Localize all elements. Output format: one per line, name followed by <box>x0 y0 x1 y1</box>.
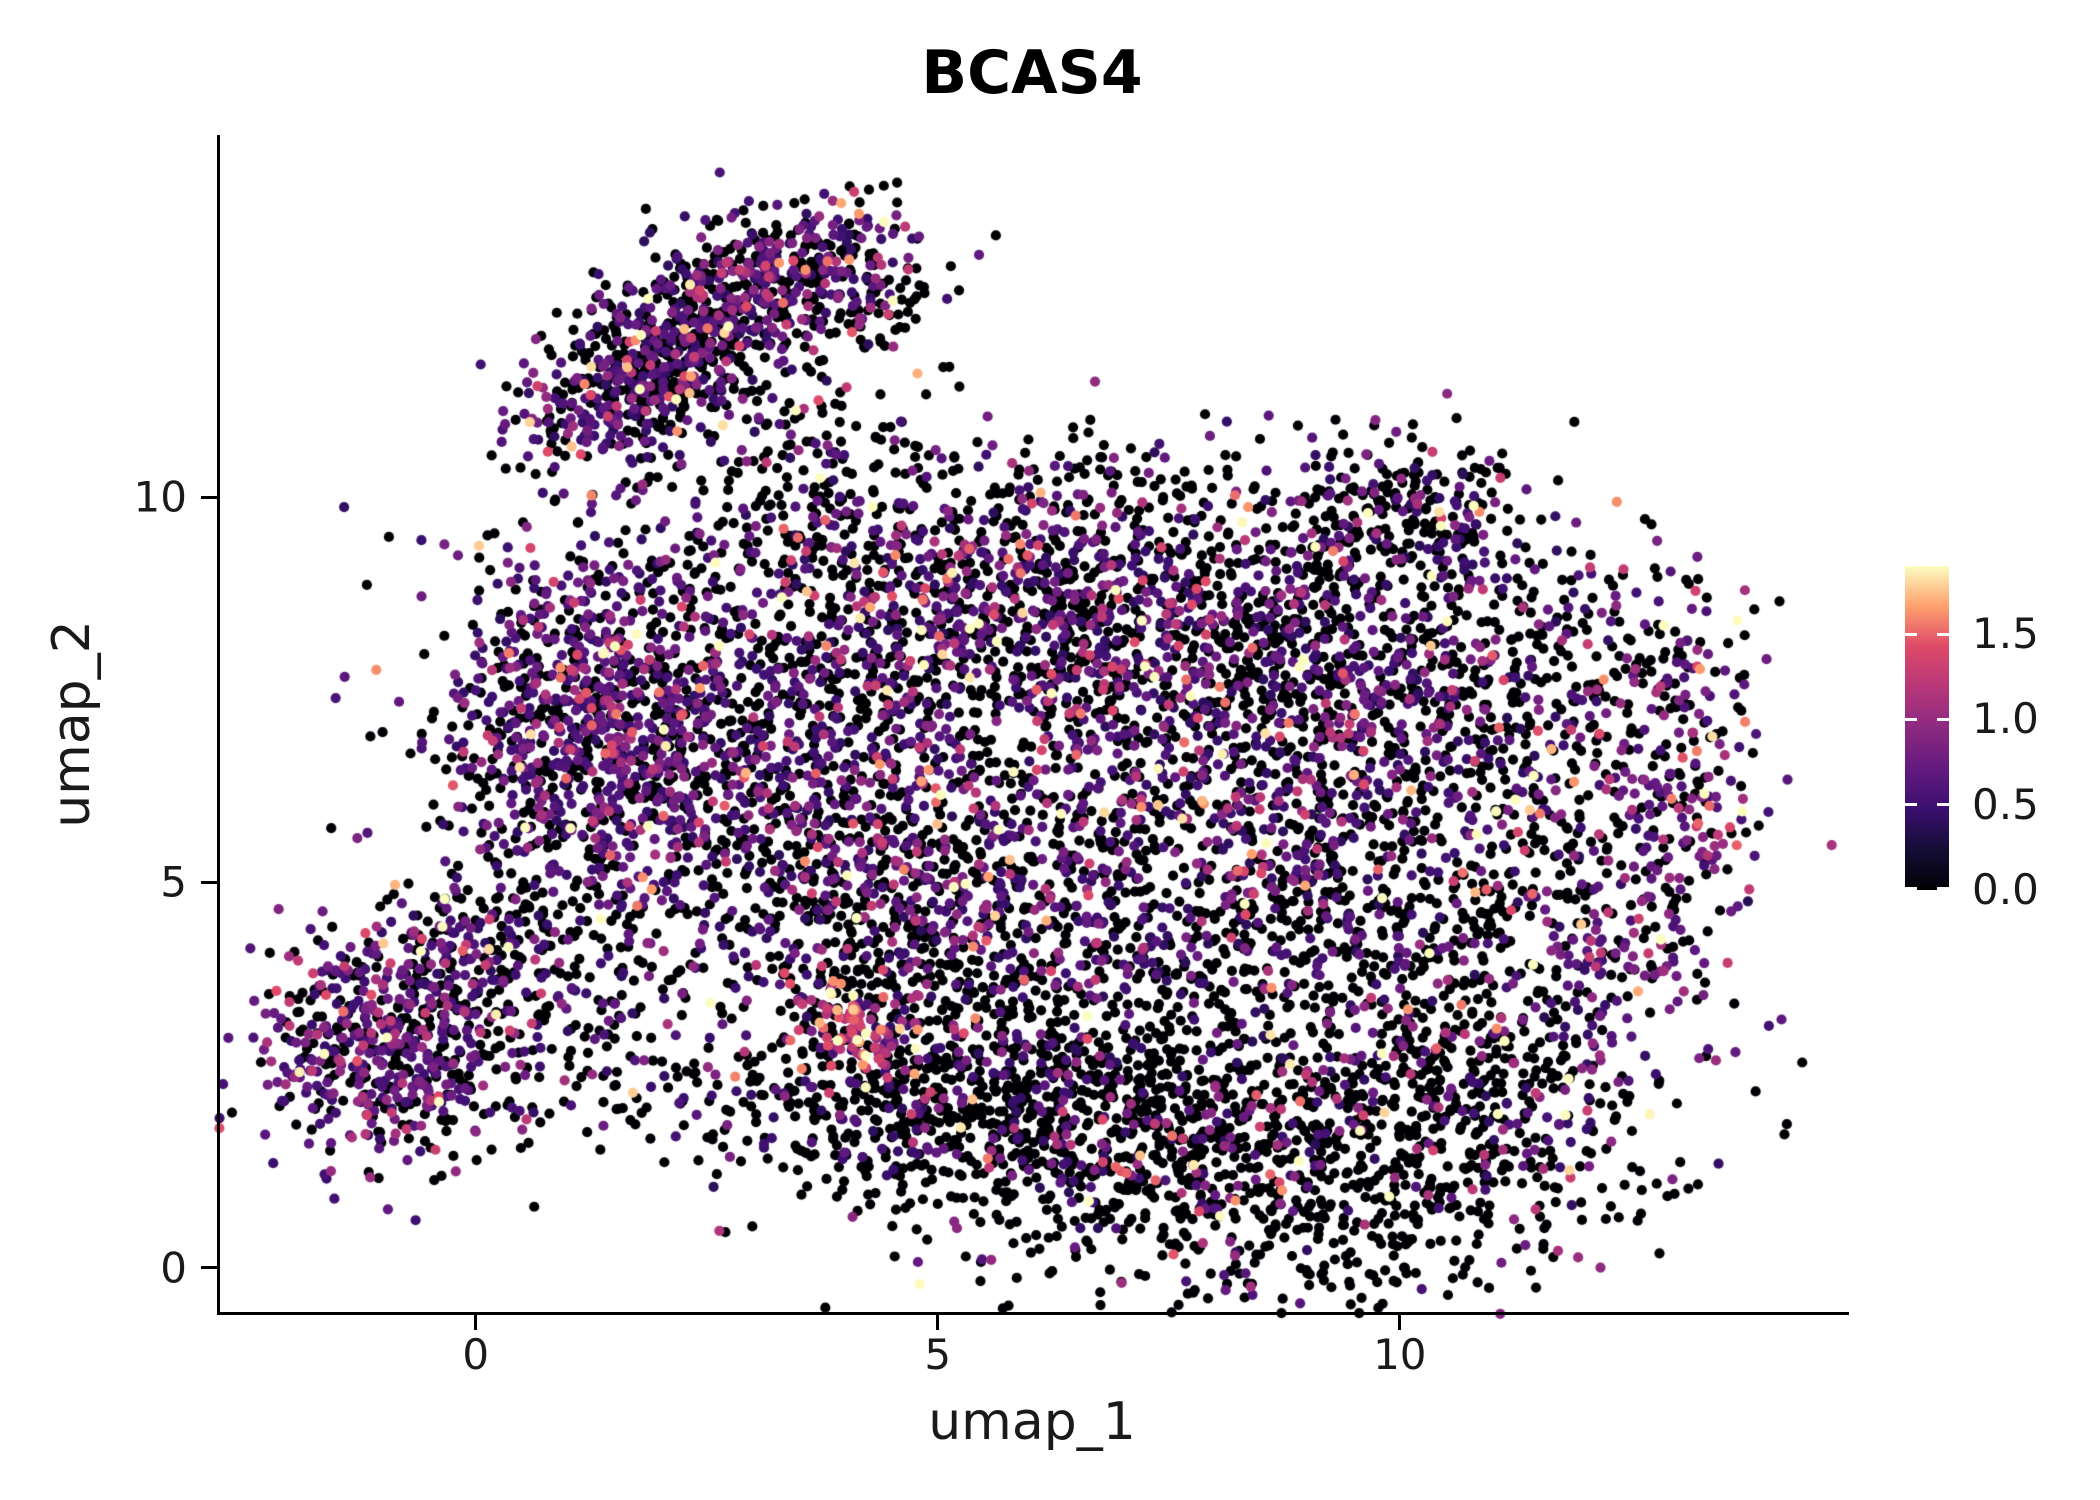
colorbar-tick-mark <box>1937 887 1949 890</box>
y-tick-label: 0 <box>160 1243 187 1293</box>
y-axis-tick-mark <box>201 1266 217 1270</box>
x-axis-title: umap_1 <box>928 1392 1136 1452</box>
colorbar-tick-mark <box>1937 632 1949 636</box>
y-axis-tick-mark <box>201 880 217 884</box>
y-tick-label: 5 <box>160 857 187 907</box>
colorbar-tick-mark <box>1937 717 1949 721</box>
chart-title: BCAS4 <box>921 38 1143 108</box>
colorbar-tick-mark <box>1905 632 1917 636</box>
x-axis-tick-mark <box>936 1314 940 1330</box>
legend-tick-label: 1.0 <box>1972 694 2039 744</box>
y-axis-tick-mark <box>201 495 217 499</box>
colorbar-tick-mark <box>1905 803 1917 807</box>
colorbar-tick-mark <box>1905 887 1917 890</box>
x-axis-tick-mark <box>474 1314 478 1330</box>
x-tick-label: 10 <box>1373 1330 1427 1379</box>
y-tick-label: 10 <box>133 472 187 522</box>
colorbar-tick-mark <box>1937 803 1949 807</box>
x-tick-label: 5 <box>924 1330 952 1379</box>
x-tick-label: 0 <box>462 1330 490 1379</box>
legend-tick-label: 1.5 <box>1972 609 2039 659</box>
legend-tick-label: 0.5 <box>1972 779 2039 829</box>
legend-tick-label: 0.0 <box>1972 865 2039 914</box>
y-axis-title: umap_2 <box>42 620 102 828</box>
axis-lines <box>217 135 1849 1315</box>
colorbar-tick-mark <box>1905 717 1917 721</box>
x-axis-tick-mark <box>1398 1314 1402 1330</box>
colorbar-gradient <box>1905 566 1949 890</box>
